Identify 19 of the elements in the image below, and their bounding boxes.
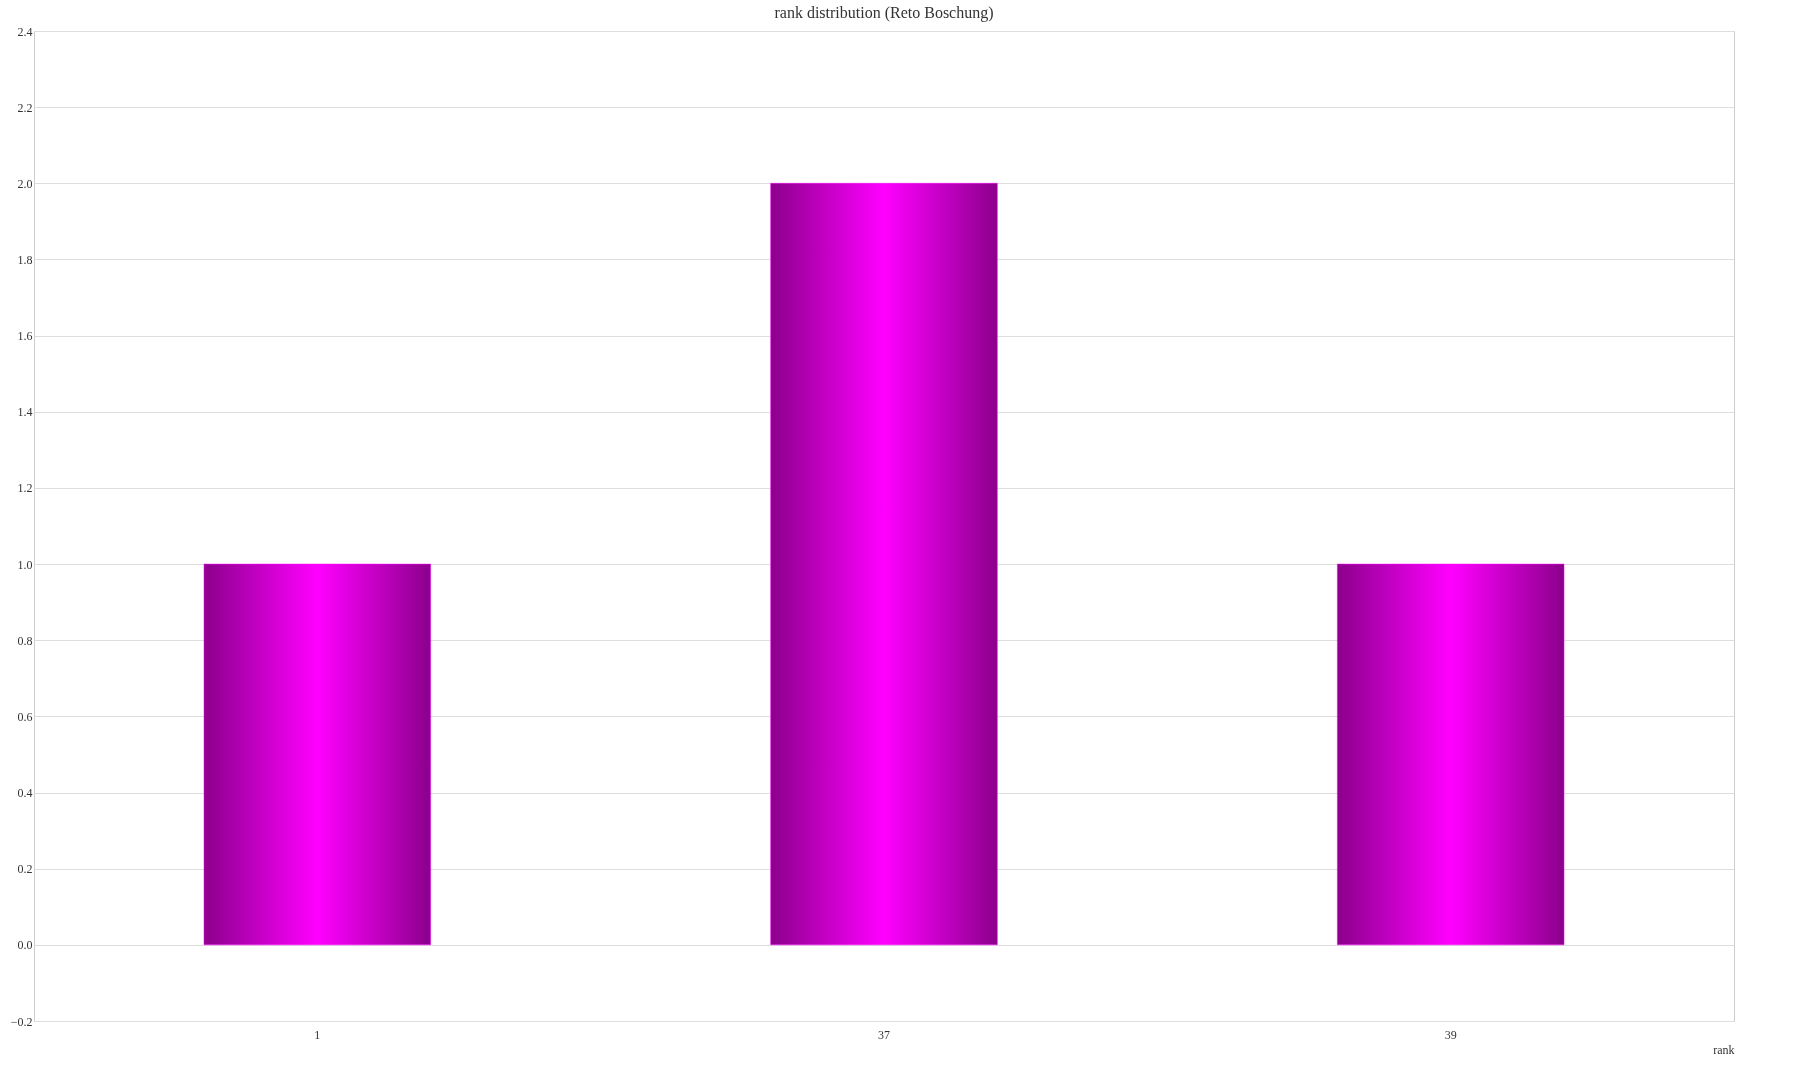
y-tick-label: 2.0 [17, 176, 33, 191]
y-tick-label: 1.6 [17, 329, 33, 344]
x-tick-label: 39 [1444, 1027, 1457, 1042]
y-tick-label: 0.6 [17, 709, 33, 724]
y-tick-label: 0.8 [17, 633, 33, 648]
y-tick-label: 0.4 [17, 786, 33, 801]
y-tick-label: 1.0 [17, 557, 33, 572]
y-tick-label: 2.4 [17, 24, 33, 39]
y-tick-label: 1.8 [17, 252, 33, 267]
y-tick-label: 0.0 [17, 938, 33, 953]
y-tick-label: 0.2 [17, 862, 33, 877]
y-tick-label: 2.2 [17, 100, 33, 115]
y-tick-label: −0.2 [10, 1014, 33, 1029]
x-tick-label: 1 [314, 1027, 321, 1042]
x-axis-title: rank [1713, 1042, 1735, 1057]
chart-title: rank distribution (Reto Boschung) [774, 4, 994, 22]
y-tick-label: 1.2 [17, 481, 33, 496]
x-tick-label: 37 [878, 1027, 890, 1042]
y-tick-label: 1.4 [17, 405, 33, 420]
